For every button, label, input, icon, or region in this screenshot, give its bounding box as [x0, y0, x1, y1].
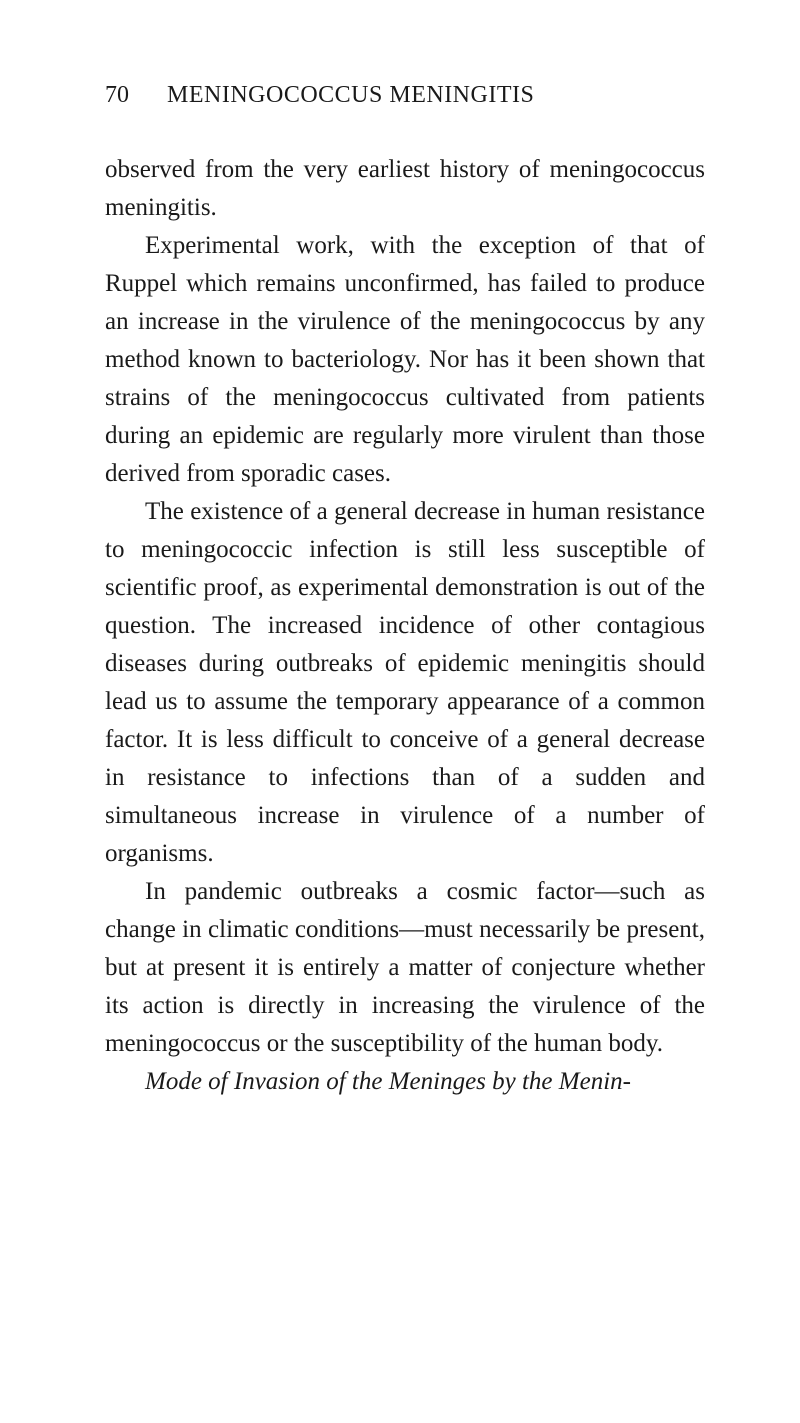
document-page: 70 MENINGOCOCCUS MENINGITIS observed fro… [0, 0, 800, 1161]
paragraph-5-italic: Mode of Invasion of the Meninges by the … [105, 1063, 705, 1101]
paragraph-3: The existence of a general decrease in h… [105, 493, 705, 873]
page-number: 70 [105, 82, 129, 109]
page-header: 70 MENINGOCOCCUS MENINGITIS [105, 82, 705, 109]
body-text: observed from the very earliest history … [105, 151, 705, 1101]
paragraph-1: observed from the very earliest history … [105, 151, 705, 227]
paragraph-2: Experimental work, with the exception of… [105, 227, 705, 493]
paragraph-4: In pandemic outbreaks a cosmic factor—su… [105, 873, 705, 1063]
running-title: MENINGOCOCCUS MENINGITIS [167, 82, 534, 109]
